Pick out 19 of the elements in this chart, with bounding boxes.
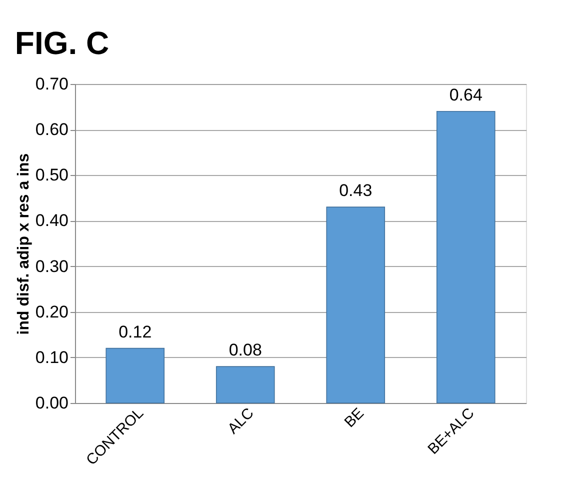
y-axis-title: ind disf. adip x res a ins — [15, 153, 32, 335]
y-tick-label: 0.20 — [35, 302, 68, 322]
bar — [106, 348, 165, 404]
y-tick-label: 0.10 — [35, 348, 68, 367]
data-label: 0.43 — [339, 181, 372, 200]
y-tick-label: 0.40 — [35, 211, 68, 230]
data-label: 0.08 — [228, 340, 262, 360]
bar — [436, 110, 496, 404]
data-label: 0.64 — [449, 85, 482, 104]
y-tick-label: 0.50 — [35, 166, 68, 185]
y-tick-label: 0.30 — [35, 256, 68, 276]
data-label: 0.12 — [118, 322, 152, 342]
bar — [216, 366, 275, 404]
y-tick-label: 0.70 — [35, 74, 68, 94]
bar — [326, 206, 386, 404]
y-tick-label: 0.60 — [35, 120, 68, 140]
chart-title: FIG. C — [14, 25, 110, 61]
y-tick-label: 0.00 — [35, 394, 68, 412]
x-tick-label: BE — [341, 404, 368, 431]
